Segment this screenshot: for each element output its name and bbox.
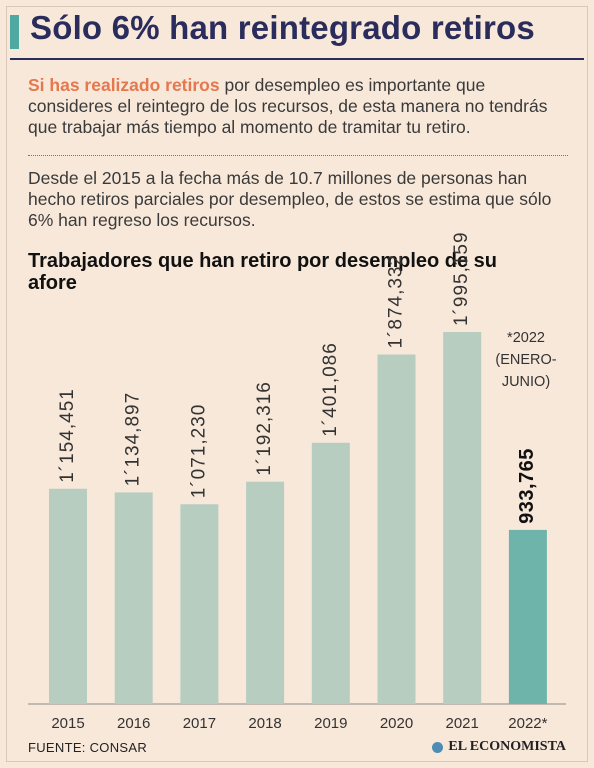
x-tick-2021: 2021 bbox=[446, 715, 479, 732]
x-tick-2018: 2018 bbox=[248, 715, 281, 732]
bar-2019 bbox=[311, 442, 350, 704]
note-line-2: JUNIO) bbox=[502, 374, 550, 390]
data-label-2021: 1´995,159 bbox=[451, 231, 472, 326]
data-label-2018: 1´192,316 bbox=[254, 381, 275, 476]
bar-2015 bbox=[49, 488, 87, 704]
data-label-2022*: 933,765 bbox=[516, 448, 538, 524]
infographic-frame bbox=[6, 6, 588, 762]
x-tick-2016: 2016 bbox=[117, 715, 150, 732]
data-label-2017: 1´071,230 bbox=[188, 404, 209, 499]
dotted-divider bbox=[28, 155, 568, 156]
chart-title: Trabajadores que han retiro por desemple… bbox=[28, 250, 498, 294]
bar-2020 bbox=[377, 354, 416, 704]
note-line-0: *2022 bbox=[507, 330, 545, 346]
x-tick-2017: 2017 bbox=[183, 715, 216, 732]
bar-2021 bbox=[443, 332, 482, 704]
data-label-2015: 1´154,451 bbox=[57, 388, 78, 483]
logo-icon bbox=[432, 741, 444, 753]
publisher-logo: EL ECONOMISTA bbox=[432, 739, 566, 755]
intro-lead: Si has realizado retiros bbox=[28, 75, 220, 95]
x-tick-2015: 2015 bbox=[51, 715, 84, 732]
note-line-1: (ENERO- bbox=[495, 352, 556, 368]
bar-2022* bbox=[508, 529, 547, 704]
title-divider bbox=[10, 58, 584, 60]
x-tick-2020: 2020 bbox=[380, 715, 413, 732]
page-title: Sólo 6% han reintegrado retiros bbox=[30, 9, 535, 46]
body-paragraph: Desde el 2015 a la fecha más de 10.7 mil… bbox=[28, 168, 552, 230]
bar-2018 bbox=[246, 481, 285, 704]
logo-text: EL ECONOMISTA bbox=[448, 739, 566, 754]
bar-2016 bbox=[114, 492, 153, 704]
intro-paragraph: Si has realizado retiros por desempleo e… bbox=[28, 75, 570, 138]
data-label-2016: 1´134,897 bbox=[123, 392, 144, 487]
x-tick-2022*: 2022* bbox=[508, 715, 547, 732]
intro-text: por desempleo es importante que consider… bbox=[28, 75, 548, 137]
bar-2017 bbox=[180, 504, 219, 704]
data-label-2019: 1´401,086 bbox=[320, 342, 341, 437]
x-tick-2019: 2019 bbox=[314, 715, 347, 732]
data-label-2020: 1´874,332 bbox=[386, 254, 407, 349]
title-accent-bar bbox=[10, 15, 19, 49]
source-note: FUENTE: CONSAR bbox=[28, 740, 148, 755]
